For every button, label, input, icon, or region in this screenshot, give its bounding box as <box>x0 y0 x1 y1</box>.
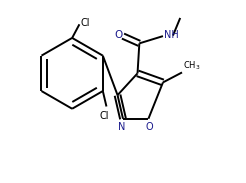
Text: N: N <box>118 122 126 132</box>
Text: Cl: Cl <box>80 18 90 28</box>
Text: O: O <box>146 122 153 132</box>
Text: O: O <box>114 30 123 40</box>
Text: CH$_3$: CH$_3$ <box>183 59 200 72</box>
Text: NH: NH <box>164 30 179 40</box>
Text: Cl: Cl <box>100 111 109 121</box>
